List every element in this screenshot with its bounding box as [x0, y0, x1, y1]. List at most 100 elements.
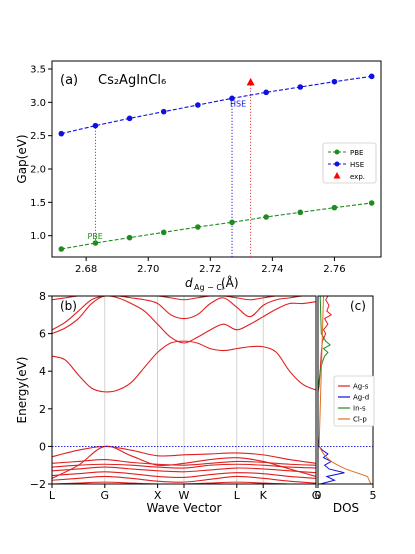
band-line	[52, 463, 316, 469]
legend-label-agd: Ag-d	[353, 394, 369, 402]
kpoint-label-k: K	[260, 489, 268, 502]
y-tick-label: 2	[39, 403, 46, 416]
kpoint-label-g: G	[312, 489, 321, 502]
hse-point	[92, 122, 99, 129]
band-line	[52, 475, 316, 484]
legend-label-ags: Ag-s	[353, 383, 369, 391]
y-tick-label: −2	[30, 478, 46, 491]
kpoint-label-w: W	[179, 489, 190, 502]
panel-b-kpoint-lines	[104, 296, 264, 484]
legend-marker-exp	[333, 172, 341, 179]
x-tick-label: 5	[370, 489, 377, 502]
pbe-point	[92, 240, 99, 246]
y-tick-label: 8	[39, 290, 46, 303]
hse-point	[229, 95, 235, 102]
pbe-point	[297, 209, 304, 216]
panel-b-label: (b)	[60, 299, 77, 313]
legend-label-pbe: PBE	[350, 149, 363, 157]
annotation-hse: HSE	[230, 99, 246, 108]
hse-line	[61, 75, 372, 135]
kpoint-label-g: G	[101, 489, 110, 502]
exp-point	[246, 77, 255, 86]
band-line	[52, 481, 316, 484]
panel-a-guide-lines	[95, 82, 252, 257]
band-line	[52, 445, 316, 479]
pbe-line	[61, 202, 372, 250]
x-tick-label: 2.74	[261, 264, 283, 275]
hse-point	[126, 115, 133, 122]
xlabel-d: d	[185, 276, 193, 290]
legend-label-ins: In-s	[353, 405, 366, 413]
y-tick-label: 6	[39, 328, 46, 341]
x-tick-label: 0	[315, 489, 322, 502]
panel-a-label: (a)	[60, 73, 78, 88]
dos-line-ins	[318, 296, 331, 484]
legend-label-exp: exp.	[350, 173, 365, 181]
panel-a-xlabel: d Ag − Cl (Å)	[185, 275, 239, 292]
hse-point	[58, 130, 65, 137]
xlabel-subscript: Ag − Cl	[194, 283, 224, 292]
y-tick-label: 2.5	[30, 131, 46, 142]
panel-c-label: (c)	[350, 299, 366, 313]
kpoint-label-l: L	[49, 489, 56, 502]
x-tick-label: 2.68	[75, 264, 97, 275]
kpoint-label-l: L	[234, 489, 241, 502]
legend-box	[333, 375, 375, 427]
panel-a-legend: PBE HSE exp.	[322, 142, 377, 184]
x-tick-label: 2.70	[137, 264, 159, 275]
dos-line-ags	[318, 296, 333, 484]
pbe-point	[331, 204, 338, 211]
legend-marker-hse	[334, 161, 340, 167]
panel-c-series	[318, 296, 372, 484]
y-tick-label: 2.0	[30, 165, 46, 176]
y-tick-label: 4	[39, 365, 46, 378]
pbe-point	[58, 246, 65, 252]
panel-c-xlabel: DOS	[333, 501, 359, 515]
band-line	[52, 340, 316, 393]
panel-c-legend: Ag-s Ag-d In-s Cl-p	[333, 375, 375, 427]
panel-a-title: Cs₂AgInCl₆	[98, 73, 166, 88]
panel-a-series	[58, 73, 375, 252]
xlabel-unit: (Å)	[221, 275, 239, 290]
band-line	[52, 471, 316, 479]
y-tick-label: 0	[39, 440, 46, 453]
band-line	[52, 445, 316, 464]
annotation-pbe: PBE	[87, 232, 102, 241]
y-tick-label: 1.0	[30, 231, 46, 242]
hse-point	[331, 78, 338, 85]
kpoint-label-x: X	[154, 489, 162, 502]
hse-point	[263, 89, 269, 96]
y-tick-label: 1.5	[30, 198, 46, 209]
pbe-point	[229, 219, 235, 226]
hse-point	[368, 73, 375, 80]
y-tick-label: 3.5	[30, 65, 46, 76]
panel-a-ylabel: Gap(eV)	[15, 134, 29, 183]
hse-point	[297, 84, 304, 90]
panel-a-ticks: 2.68 2.70 2.72 2.74 2.76 1.0 1.5 2.0 2.5 3.0 3.5	[30, 65, 345, 276]
hse-point	[160, 108, 167, 115]
panel-b-ticks: −2 0 2 4 6 8 L G X W L K G	[30, 290, 320, 502]
y-tick-label: 3.0	[30, 98, 46, 109]
panel-b-ylabel: Energy(eV)	[15, 357, 29, 424]
x-tick-label: 2.72	[199, 264, 221, 275]
panel-a-frame	[51, 60, 382, 258]
pbe-point	[160, 229, 167, 236]
band-line	[52, 296, 316, 331]
x-tick-label: 2.76	[323, 264, 345, 275]
legend-label-hse: HSE	[350, 161, 364, 169]
dos-line-clp	[318, 296, 372, 484]
panel-b-xlabel: Wave Vector	[147, 501, 222, 515]
pbe-point	[368, 200, 375, 206]
legend-marker-pbe	[334, 149, 340, 155]
panel-b: −2 0 2 4 6 8 L G X W L K G (b) Energy(eV) Wave Vecto…	[15, 290, 320, 515]
band-line	[52, 466, 316, 474]
panel-a: 2.68 2.70 2.72 2.74 2.76 1.0 1.5 2.0 2.5 3.0 3.5 (…	[15, 60, 382, 292]
pbe-point	[263, 214, 269, 220]
legend-label-clp: Cl-p	[353, 416, 367, 424]
pbe-point	[126, 234, 133, 241]
pbe-point	[195, 224, 201, 230]
band-line	[52, 296, 316, 344]
